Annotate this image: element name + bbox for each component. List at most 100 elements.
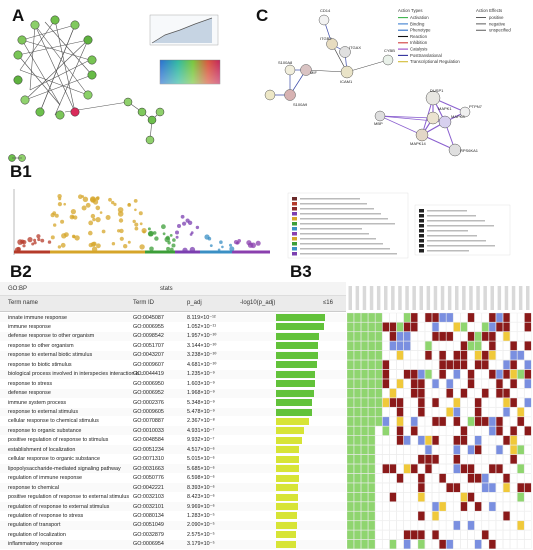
heatmap-cell bbox=[417, 331, 425, 342]
heatmap-cell bbox=[410, 520, 418, 531]
heatmap-cell bbox=[446, 331, 454, 342]
col-log: -log10(p_adj) bbox=[240, 300, 276, 306]
heatmap-cell bbox=[403, 445, 411, 455]
heatmap-cell bbox=[347, 501, 354, 512]
heatmap-cell bbox=[403, 379, 411, 389]
manhattan-point bbox=[255, 240, 261, 246]
table-row: establishment of localization GO:0051234 4… bbox=[0, 445, 346, 455]
heatmap-cell bbox=[368, 492, 376, 502]
manhattan-point bbox=[195, 225, 200, 230]
heatmap-cell bbox=[432, 350, 440, 361]
heatmap-cell bbox=[510, 454, 518, 464]
heatmap-cell bbox=[474, 435, 482, 446]
heatmap-cell bbox=[382, 350, 390, 361]
heatmap-cell bbox=[347, 492, 354, 502]
panel-label-a: A bbox=[12, 6, 25, 25]
heatmap-cell bbox=[389, 379, 397, 389]
heatmap-cell bbox=[382, 445, 390, 455]
manhattan-point bbox=[172, 238, 176, 242]
heatmap-cell bbox=[396, 407, 404, 417]
heatmap-cell bbox=[510, 407, 518, 417]
heatmap-cell bbox=[382, 322, 390, 332]
manhattan-point bbox=[217, 248, 221, 252]
manhattan-point bbox=[90, 213, 96, 219]
heatmap-cell bbox=[375, 350, 383, 361]
heatmap-cell bbox=[375, 511, 383, 521]
log-padj-bar bbox=[276, 540, 296, 548]
heatmap-cell bbox=[467, 416, 475, 427]
heatmap-cell bbox=[460, 454, 468, 464]
heatmap-cell bbox=[474, 388, 482, 398]
legend-swatch bbox=[292, 247, 297, 251]
heatmap-cell bbox=[439, 539, 447, 549]
manhattan-point bbox=[88, 220, 94, 226]
heatmap-cell bbox=[368, 464, 376, 474]
manhattan-point bbox=[90, 196, 96, 203]
heatmap-cell bbox=[396, 454, 404, 464]
node-label: ITGB2 bbox=[320, 36, 332, 41]
heatmap-cell bbox=[432, 397, 440, 408]
heatmap-cell bbox=[403, 492, 411, 502]
heatmap-cell bbox=[517, 379, 525, 389]
heatmap-cell bbox=[524, 454, 532, 464]
legend-action-types-title: Action Types bbox=[398, 8, 423, 13]
heatmap-cell bbox=[424, 539, 432, 549]
heatmap-cell bbox=[460, 501, 468, 512]
heatmap-cell bbox=[368, 445, 376, 455]
heatmap-gene-header bbox=[391, 286, 395, 310]
heatmap-cell bbox=[467, 501, 475, 512]
heatmap-cell bbox=[368, 473, 376, 483]
heatmap-cell bbox=[417, 435, 425, 446]
heatmap-cell bbox=[474, 331, 482, 342]
node-label: RPS6KA1 bbox=[460, 148, 479, 153]
legend-effect-label: positive bbox=[489, 15, 504, 20]
heatmap-cell bbox=[375, 464, 383, 474]
legend-line bbox=[427, 225, 494, 227]
log-padj-bar bbox=[276, 380, 315, 388]
heatmap-cell bbox=[432, 464, 440, 474]
heatmap-cell bbox=[467, 530, 475, 540]
heatmap-cell bbox=[474, 511, 482, 521]
heatmap-cell bbox=[503, 369, 511, 379]
manhattan-point bbox=[71, 215, 75, 219]
heatmap-cell bbox=[389, 331, 397, 342]
heatmap-cell bbox=[453, 473, 461, 483]
heatmap-cell bbox=[382, 520, 390, 531]
term-id: GO:0006955 bbox=[133, 323, 164, 330]
inset-plot bbox=[149, 14, 219, 46]
stats-label: stats bbox=[160, 286, 173, 292]
heatmap-cell bbox=[460, 322, 468, 332]
heatmap-cell bbox=[488, 454, 496, 464]
heatmap-cell bbox=[424, 482, 432, 493]
manhattan-point bbox=[117, 229, 121, 233]
manhattan-point bbox=[81, 195, 85, 198]
heatmap-cell bbox=[410, 322, 418, 332]
heatmap-cell bbox=[517, 464, 525, 474]
heatmap-cell bbox=[488, 416, 496, 427]
heatmap-cell bbox=[453, 520, 461, 531]
heatmap-cell bbox=[382, 341, 390, 351]
manhattan-point bbox=[95, 217, 101, 223]
table-row: defense response to other organism GO:009… bbox=[0, 331, 346, 341]
log-padj-bar bbox=[276, 512, 298, 520]
heatmap-cell bbox=[467, 482, 475, 493]
heatmap-cell bbox=[432, 416, 440, 427]
heatmap-cell bbox=[347, 426, 354, 436]
heatmap-cell bbox=[460, 379, 468, 389]
heatmap-cell bbox=[524, 530, 532, 540]
heatmap-cell bbox=[368, 322, 376, 332]
heatmap-cell bbox=[460, 539, 468, 549]
heatmap-gene-header bbox=[440, 286, 445, 310]
node-label: S100A8 bbox=[278, 60, 293, 65]
heatmap-cell bbox=[460, 416, 468, 427]
heatmap-cell bbox=[353, 360, 361, 370]
heatmap-cell bbox=[375, 379, 383, 389]
heatmap-cell bbox=[368, 501, 376, 512]
heatmap-cell bbox=[417, 341, 425, 351]
heatmap-gene-header bbox=[469, 286, 473, 310]
heatmap-cell bbox=[361, 416, 369, 427]
heatmap-cell bbox=[417, 454, 425, 464]
heatmap-gene-header bbox=[526, 286, 530, 310]
heatmap-cell bbox=[347, 511, 354, 521]
